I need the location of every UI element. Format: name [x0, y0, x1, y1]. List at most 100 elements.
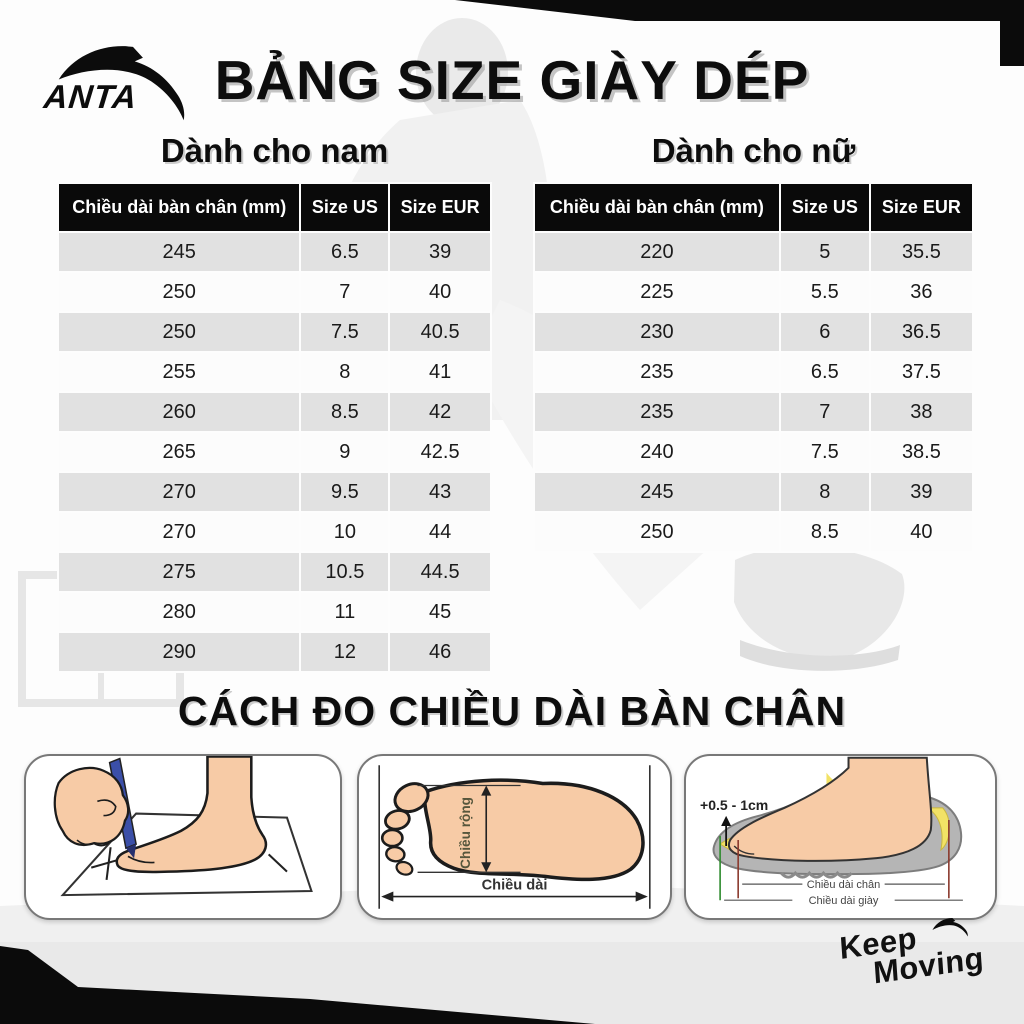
table-cell: 43 [388, 471, 492, 513]
table-cell: 250 [56, 271, 302, 313]
table-cell: 41 [388, 351, 492, 393]
table-row: 235 7 38 [533, 391, 975, 433]
table-cell: 250 [56, 311, 302, 353]
table-cell: 270 [56, 511, 302, 553]
table-row: 290 12 46 [56, 631, 492, 673]
table-cell: 220 [533, 231, 781, 273]
measure-section-title: CÁCH ĐO CHIỀU DÀI BÀN CHÂN [177, 688, 847, 734]
table-row: 240 7.5 38.5 [533, 431, 975, 473]
column-header-size-eur: Size EUR [388, 182, 492, 233]
shoe-allowance-illustration: +0.5 - 1cm Chiều dài chân Chiều dài giày [700, 756, 963, 907]
table-cell: 235 [533, 351, 781, 393]
foot-tracing-illustration [53, 756, 313, 897]
table-cell: 270 [56, 471, 302, 513]
column-header-size-us: Size US [299, 182, 391, 233]
table-cell: 42 [388, 391, 492, 433]
table-row: 245 6.5 39 [56, 231, 492, 273]
table-cell: 245 [533, 471, 781, 513]
table-cell: 8.5 [778, 511, 871, 553]
foot-length-label: Chiều dài [482, 878, 548, 894]
page-title: BẢNG SIZE GIÀY DÉP [214, 49, 810, 111]
table-cell: 36.5 [868, 311, 975, 353]
column-header-foot-length: Chiều dài bàn chân (mm) [533, 182, 781, 233]
table-row: 270 9.5 43 [56, 471, 492, 513]
table-cell: 225 [533, 271, 781, 313]
table-header-row: Chiều dài bàn chân (mm) Size US Size EUR [533, 182, 975, 233]
table-cell: 275 [56, 551, 302, 593]
table-cell: 235 [533, 391, 781, 433]
table-cell: 36 [868, 271, 975, 313]
table-cell: 12 [299, 631, 391, 673]
measure-step-foot-dimensions: Chiều rộng Chiều dài [357, 754, 672, 920]
table-cell: 39 [868, 471, 975, 513]
table-cell: 7 [299, 271, 391, 313]
column-header-size-us: Size US [778, 182, 871, 233]
table-cell: 38.5 [868, 431, 975, 473]
table-row: 250 7.5 40.5 [56, 311, 492, 353]
shoe-length-line-label: Chiều dài giày [809, 895, 879, 907]
table-row: 250 7 40 [56, 271, 492, 313]
table-cell: 44.5 [388, 551, 492, 593]
table-row: 250 8.5 40 [533, 511, 975, 553]
table-row: 245 8 39 [533, 471, 975, 513]
table-cell: 240 [533, 431, 781, 473]
table-cell: 265 [56, 431, 302, 473]
table-cell: 40 [388, 271, 492, 313]
table-cell: 230 [533, 311, 781, 353]
table-cell: 5.5 [778, 271, 871, 313]
table-cell: 38 [868, 391, 975, 433]
table-cell: 8 [299, 351, 391, 393]
keep-moving-logo: Keep Moving [838, 914, 985, 993]
table-cell: 44 [388, 511, 492, 553]
table-cell: 9 [299, 431, 391, 473]
table-row: 270 10 44 [56, 511, 492, 553]
table-row: 235 6.5 37.5 [533, 351, 975, 393]
women-size-section: Dành cho nữ Chiều dài bàn chân (mm) Size… [533, 132, 975, 553]
anta-swoosh-icon [932, 918, 968, 937]
table-cell: 45 [388, 591, 492, 633]
table-cell: 10 [299, 511, 391, 553]
column-header-size-eur: Size EUR [868, 182, 975, 233]
women-table-title: Dành cho nữ [651, 132, 856, 169]
table-row: 280 11 45 [56, 591, 492, 633]
column-header-foot-length: Chiều dài bàn chân (mm) [56, 182, 302, 233]
table-cell: 11 [299, 591, 391, 633]
table-row: 260 8.5 42 [56, 391, 492, 433]
foot-width-label: Chiều rộng [458, 797, 473, 869]
table-row: 225 5.5 36 [533, 271, 975, 313]
men-size-section: Dành cho nam Chiều dài bàn chân (mm) Siz… [56, 132, 492, 673]
measure-step-shoe-allowance: +0.5 - 1cm Chiều dài chân Chiều dài giày [684, 754, 997, 920]
anta-logo: ANTA [32, 20, 202, 124]
allowance-label: +0.5 - 1cm [700, 797, 768, 813]
foot-dimensions-illustration: Chiều rộng Chiều dài [378, 765, 651, 909]
table-cell: 255 [56, 351, 302, 393]
table-cell: 8 [778, 471, 871, 513]
anta-logo-text: ANTA [42, 78, 140, 115]
measure-step-trace-foot [24, 754, 342, 920]
table-cell: 46 [388, 631, 492, 673]
table-row: 275 10.5 44.5 [56, 551, 492, 593]
table-header-row: Chiều dài bàn chân (mm) Size US Size EUR [56, 182, 492, 233]
table-row: 255 8 41 [56, 351, 492, 393]
table-cell: 6.5 [299, 231, 391, 273]
table-row: 265 9 42.5 [56, 431, 492, 473]
table-cell: 9.5 [299, 471, 391, 513]
table-row: 220 5 35.5 [533, 231, 975, 273]
table-cell: 6.5 [778, 351, 871, 393]
men-size-table: Chiều dài bàn chân (mm) Size US Size EUR… [56, 182, 492, 673]
table-cell: 290 [56, 631, 302, 673]
table-cell: 280 [56, 591, 302, 633]
table-row: 230 6 36.5 [533, 311, 975, 353]
table-cell: 10.5 [299, 551, 391, 593]
table-cell: 37.5 [868, 351, 975, 393]
table-cell: 5 [778, 231, 871, 273]
foot-length-line-label: Chiều dài chân [807, 879, 881, 891]
table-cell: 7 [778, 391, 871, 433]
table-cell: 250 [533, 511, 781, 553]
table-cell: 42.5 [388, 431, 492, 473]
table-cell: 40.5 [388, 311, 492, 353]
anta-swoosh-icon [58, 46, 185, 121]
table-cell: 6 [778, 311, 871, 353]
table-cell: 245 [56, 231, 302, 273]
women-size-table: Chiều dài bàn chân (mm) Size US Size EUR… [533, 182, 975, 553]
